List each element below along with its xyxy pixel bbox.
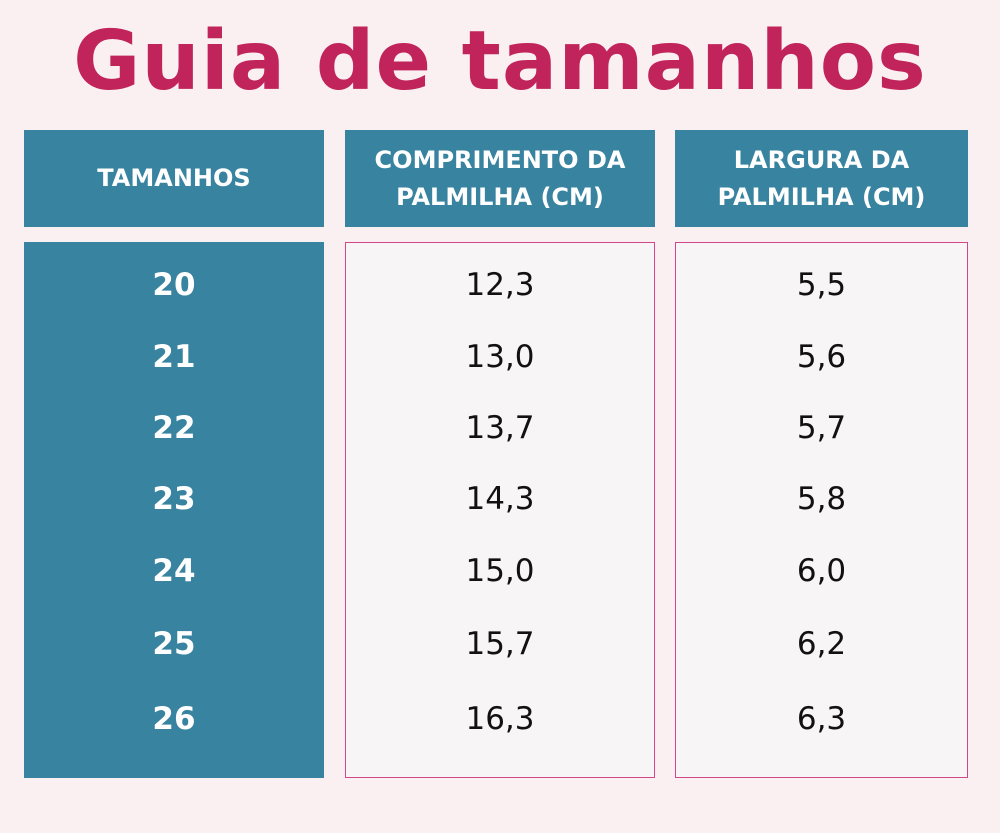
size-cell: 22 bbox=[152, 410, 196, 446]
width-cell: 5,6 bbox=[796, 339, 847, 375]
size-cell: 26 bbox=[152, 701, 196, 737]
size-cell: 23 bbox=[152, 481, 196, 517]
header-insole-width-line1: LARGURA DA bbox=[733, 145, 910, 174]
header-insole-width: LARGURA DA PALMILHA (CM) bbox=[675, 130, 968, 227]
length-cell: 15,7 bbox=[465, 626, 535, 662]
width-cell: 5,7 bbox=[796, 410, 847, 446]
sizes-column: 20 21 22 23 24 25 26 bbox=[24, 242, 324, 778]
header-sizes-label: TAMANHOS bbox=[97, 164, 251, 192]
length-cell: 13,7 bbox=[465, 410, 535, 446]
header-sizes: TAMANHOS bbox=[24, 130, 324, 227]
length-cell: 16,3 bbox=[465, 701, 535, 737]
size-cell: 24 bbox=[152, 553, 196, 589]
header-insole-width-line2: PALMILHA (CM) bbox=[717, 182, 926, 211]
insole-length-column: 12,3 13,0 13,7 14,3 15,0 15,7 16,3 bbox=[345, 242, 655, 778]
width-cell: 5,8 bbox=[796, 481, 847, 517]
width-cell: 6,3 bbox=[796, 701, 847, 737]
size-cell: 20 bbox=[152, 267, 196, 303]
header-insole-length-line1: COMPRIMENTO DA bbox=[374, 145, 626, 174]
header-insole-length: COMPRIMENTO DA PALMILHA (CM) bbox=[345, 130, 655, 227]
header-insole-length-line2: PALMILHA (CM) bbox=[396, 182, 604, 211]
length-cell: 15,0 bbox=[465, 553, 535, 589]
length-cell: 13,0 bbox=[465, 339, 535, 375]
width-cell: 5,5 bbox=[796, 267, 847, 303]
size-cell: 25 bbox=[152, 626, 196, 662]
insole-width-column: 5,5 5,6 5,7 5,8 6,0 6,2 6,3 bbox=[675, 242, 968, 778]
width-cell: 6,2 bbox=[796, 626, 847, 662]
width-cell: 6,0 bbox=[796, 553, 847, 589]
size-cell: 21 bbox=[152, 339, 196, 375]
length-cell: 14,3 bbox=[465, 481, 535, 517]
length-cell: 12,3 bbox=[465, 267, 535, 303]
page-title: Guia de tamanhos bbox=[73, 14, 927, 109]
